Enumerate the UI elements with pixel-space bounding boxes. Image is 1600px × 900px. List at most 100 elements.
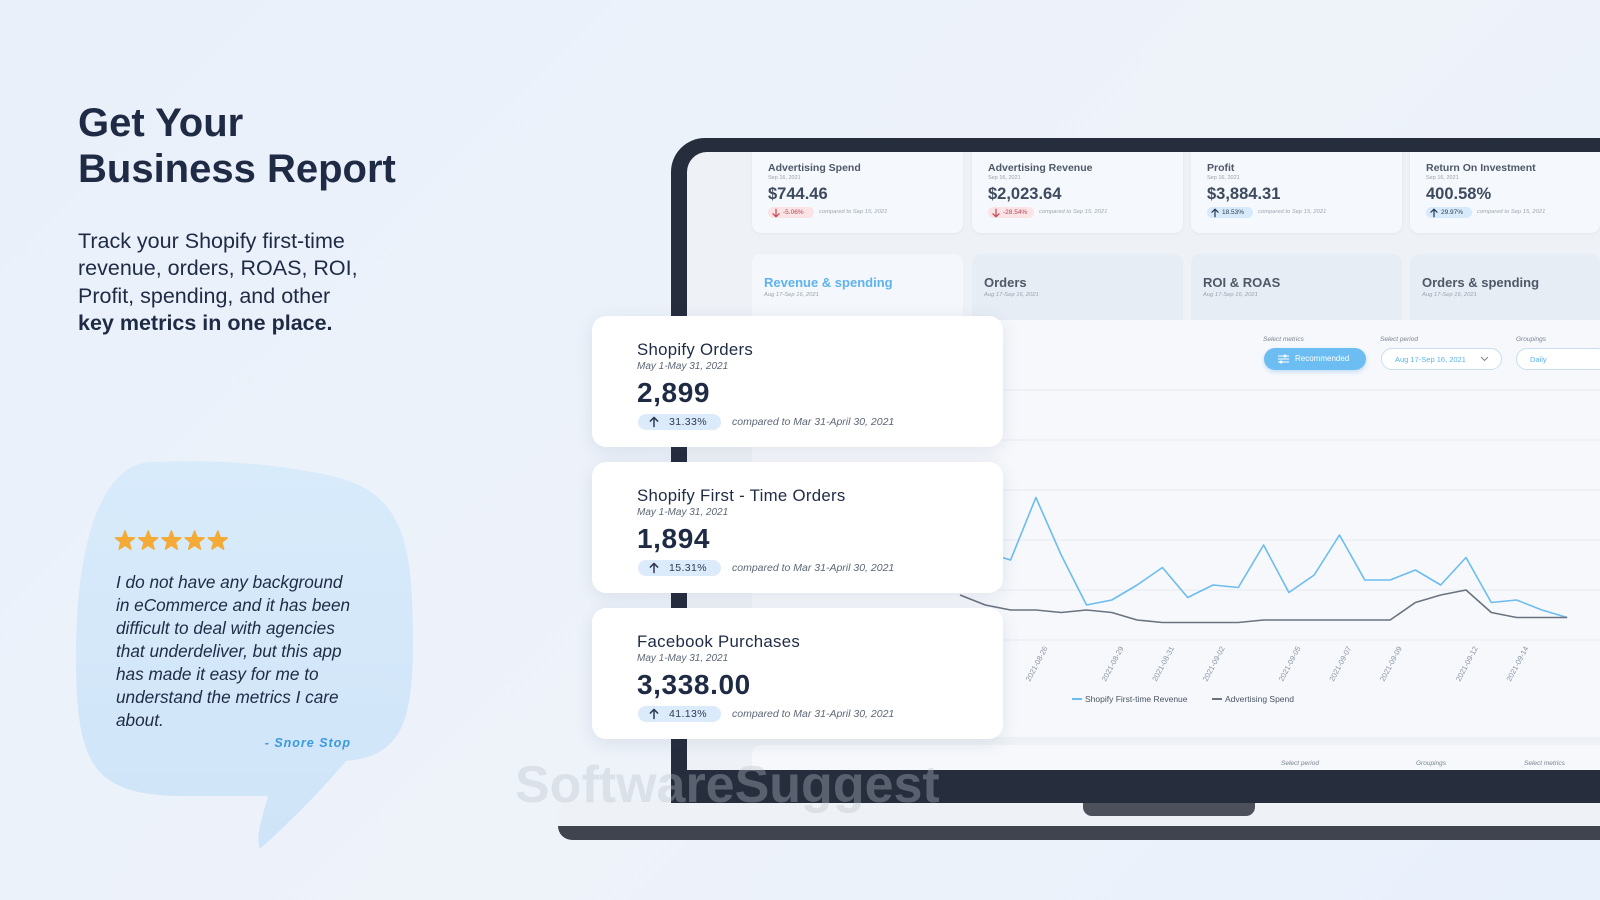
control-label: Groupings: [1516, 336, 1546, 343]
metric-comparison: compared to Sep 15, 2021: [1258, 209, 1327, 215]
metric-change-pill: 29.97%: [1426, 207, 1472, 218]
tab-date: Aug 17-Sep 16, 2021: [764, 292, 819, 298]
quote-line: in eCommerce and it has been: [116, 595, 351, 615]
control-label: Select period: [1380, 336, 1418, 343]
line-chart: 2021-08-26 2021-08-29 2021-08-31 2021-09-02…: [752, 389, 1600, 704]
tab-date: Aug 17-Sep 16, 2021: [984, 292, 1039, 298]
metric-label: Profit: [1207, 162, 1235, 174]
metric-label: Return On Investment: [1426, 162, 1536, 174]
card-title: Shopify First - Time Orders: [637, 486, 846, 505]
change-value: 15.31%: [669, 562, 708, 574]
trend-arrow: [649, 562, 659, 574]
bubble-shape: [76, 461, 413, 849]
metric-card: [1191, 152, 1402, 233]
chevron-path: [1480, 356, 1489, 362]
card-date: May 1-May 31, 2021: [637, 653, 729, 664]
rating-star: [137, 530, 159, 550]
arrow-path: [649, 416, 659, 428]
description-bold: key metrics in one place.: [78, 310, 333, 335]
tab-label: Orders: [984, 275, 1027, 290]
rating-star: [161, 530, 182, 550]
series-line: [959, 496, 1568, 619]
rating-star: [114, 530, 136, 550]
x-tick-label: 2021-08-31: [1150, 645, 1176, 683]
trend-arrow: [649, 708, 659, 720]
trend-arrow: [992, 208, 1000, 217]
arrow-path: [1211, 208, 1219, 217]
groupings-dropdown: Daily: [1516, 348, 1600, 370]
x-tick-label: 2021-09-05: [1277, 645, 1303, 683]
quote-line: that underdeliver, but this app: [116, 641, 342, 661]
description-line: Profit, spending, and other: [78, 283, 331, 308]
metric-card: [1410, 152, 1600, 233]
tab-date: Aug 17-Sep 16, 2021: [1203, 292, 1258, 298]
metric-value: $744.46: [768, 185, 828, 203]
card-comparison: compared to Mar 31-April 30, 2021: [732, 562, 895, 574]
x-tick-label: 2021-09-12: [1454, 645, 1480, 683]
tab: [1191, 254, 1402, 324]
change-value: 41.13%: [669, 708, 708, 720]
trend-arrow: [772, 208, 780, 217]
metric-comparison: compared to Sep 15, 2021: [819, 209, 888, 215]
card-comparison: compared to Mar 31-April 30, 2021: [732, 416, 895, 428]
metric-change: 29.97%: [1441, 208, 1464, 216]
control-label: Select metrics: [1263, 336, 1304, 343]
legend-label: Shopify First-time Revenue: [1085, 694, 1188, 704]
metric-date: Sep 16, 2021: [1426, 175, 1459, 181]
quote-author: - Snore Stop: [264, 736, 351, 750]
metric-change: -5.06%: [783, 208, 804, 216]
metric-label: Advertising Spend: [768, 162, 861, 174]
tab-label: ROI & ROAS: [1203, 275, 1281, 290]
watermark: SoftwareSuggest: [515, 756, 940, 814]
change-pill: 15.31%: [638, 560, 721, 576]
arrow-path: [649, 562, 659, 574]
card-date: May 1-May 31, 2021: [637, 507, 729, 518]
card-value: 3,338.00: [637, 669, 751, 700]
metric-date: Sep 16, 2021: [988, 175, 1021, 181]
quote-line: understand the metrics I care: [116, 687, 339, 707]
quote-line: difficult to deal with agencies: [116, 618, 335, 638]
tab-label: Revenue & spending: [764, 275, 893, 290]
x-tick-label: 2021-09-14: [1504, 645, 1530, 683]
legend-label: Advertising Spend: [1225, 694, 1294, 704]
card-value: 2,899: [637, 377, 711, 408]
chevron: [1480, 356, 1489, 362]
metric-card: [972, 152, 1183, 233]
trend-arrow: [649, 416, 659, 428]
quote-line: I do not have any background: [116, 572, 343, 592]
trend-arrow: [1430, 208, 1438, 217]
rating-star: [207, 530, 229, 550]
filter-icon: [1278, 354, 1289, 364]
metric-change-pill: -5.06%: [768, 207, 814, 218]
icon-dot: [1283, 354, 1287, 358]
change-pill: 31.33%: [638, 414, 721, 430]
metric-change-pill: 18.53%: [1207, 207, 1253, 218]
card-comparison: compared to Mar 31-April 30, 2021: [732, 708, 895, 720]
arrow-path: [1430, 208, 1438, 217]
arrow-path: [649, 708, 659, 720]
laptop-notch: [1083, 803, 1255, 816]
metric-value: $3,884.31: [1207, 185, 1281, 203]
trend-arrow: [1211, 208, 1219, 217]
laptop-base-edge: [558, 826, 1600, 840]
metric-comparison: compared to Sep 15, 2021: [1039, 209, 1108, 215]
laptop-base: [558, 800, 1600, 828]
series-line: [959, 589, 1568, 624]
x-tick-label: 2021-09-09: [1378, 645, 1404, 683]
arrow-path: [772, 208, 780, 217]
metric-date: Sep 16, 2021: [1207, 175, 1240, 181]
footer-label: Select metrics: [1524, 760, 1565, 767]
headline: Get Your: [78, 101, 244, 145]
period-value: Aug 17-Sep 16, 2021: [1395, 354, 1466, 364]
metric-change: 18.53%: [1222, 208, 1245, 216]
quote-line: has made it easy for me to: [116, 664, 319, 684]
headline: Business Report: [78, 147, 396, 191]
speech-bubble: [76, 461, 413, 849]
card-title: Shopify Orders: [637, 340, 754, 359]
metric-comparison: compared to Sep 15, 2021: [1477, 209, 1546, 215]
card-value: 1,894: [637, 523, 711, 554]
metric-value: $2,023.64: [988, 185, 1062, 203]
description-line: Track your Shopify first-time: [78, 229, 345, 253]
metric-date: Sep 16, 2021: [768, 175, 801, 181]
tab-date: Aug 17-Sep 16, 2021: [1422, 292, 1477, 298]
